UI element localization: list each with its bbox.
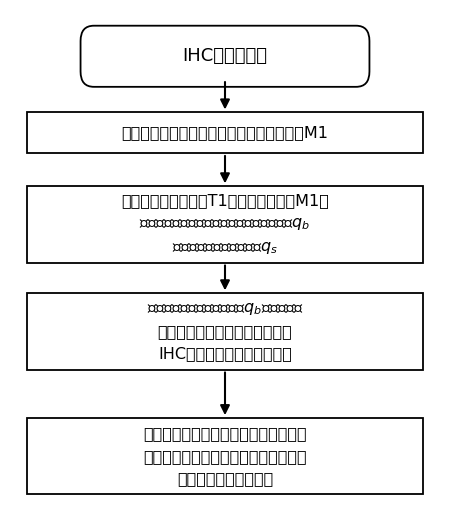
Text: IHC数字预览图: IHC数字预览图 [183,47,267,65]
Text: 提取包含组织部分和杂质部分的二值掩膜图M1: 提取包含组织部分和杂质部分的二值掩膜图M1 [122,125,328,140]
Bar [27,293,423,370]
Text: 提取对应区域的特征并将特征通过机器
学习模型分类去除杂质的连通域轮廓、
留下组织的连通域轮廓: 提取对应区域的特征并将特征通过机器 学习模型分类去除杂质的连通域轮廓、 留下组织… [143,426,307,486]
Bar [27,112,423,153]
FancyBboxPatch shape [81,26,369,87]
Bar [27,186,423,263]
Bar [27,418,423,494]
Text: 根据预设的面积阈值T1，将二值掩膜图M1中
所有的连通域划分为大面积连通域轮廓集合$q_b$
和小面积连通域轮廓集合$q_s$: 根据预设的面积阈值T1，将二值掩膜图M1中 所有的连通域划分为大面积连通域轮廓集… [121,193,329,256]
Text: 针对大面积连通域轮廓集合$q_b$中的每一个
连通域轮廓，将其对应到原始的
IHC数字预览图中的对应区域: 针对大面积连通域轮廓集合$q_b$中的每一个 连通域轮廓，将其对应到原始的 IH… [147,301,303,362]
